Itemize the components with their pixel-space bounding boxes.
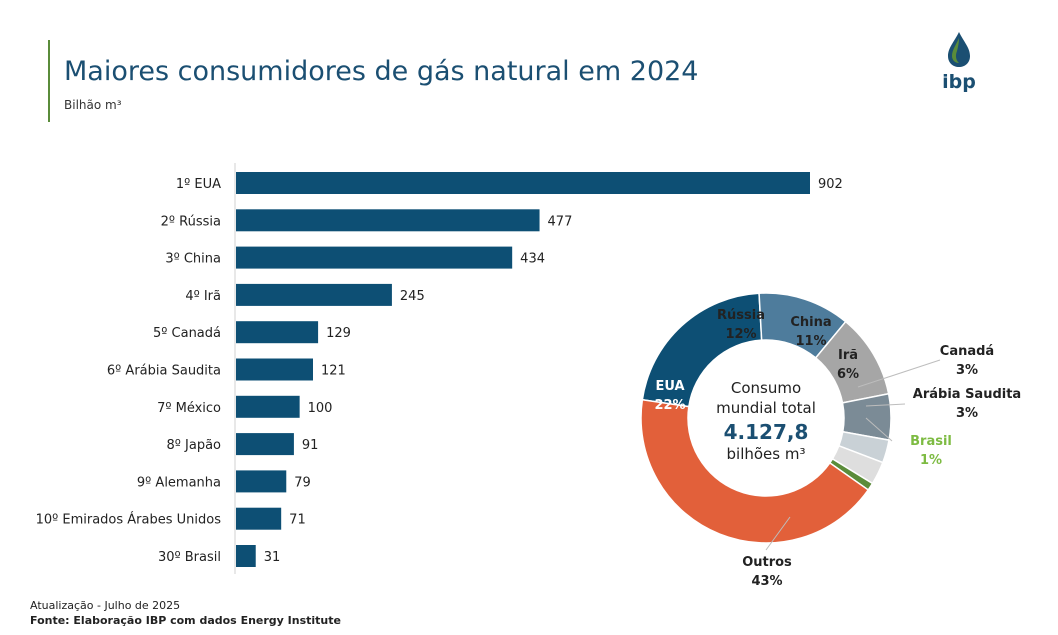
bar-value-label: 434 (520, 252, 545, 267)
donut-slice-name: Irã (838, 348, 858, 363)
bar-value-label: 79 (294, 475, 311, 490)
donut-slice-pct: 1% (920, 453, 942, 468)
bar-8 (236, 470, 287, 493)
bar-category-label: 3º China (165, 252, 221, 267)
leader-line-arabia (865, 403, 906, 407)
donut-slice-name: EUA (655, 379, 684, 394)
donut-slice-pct: 11% (795, 334, 826, 349)
bar-category-label: 9º Alemanha (137, 475, 221, 490)
bar-7 (236, 433, 294, 456)
footer-update: Atualização - Julho de 2025 (30, 599, 181, 612)
bar-category-label: 2º Rússia (161, 214, 221, 229)
donut-slice-name: Arábia Saudita (913, 387, 1021, 402)
bar-category-label: 10º Emirados Árabes Unidos (36, 512, 222, 528)
bar-value-label: 31 (264, 550, 281, 565)
donut-chart: EUA 22% Rússia 12% China 11% Irã 6% Canadá 3% Aráb… (640, 292, 1021, 589)
bar-2 (236, 246, 513, 269)
bar-3 (236, 283, 392, 306)
leader-line-brasil (865, 417, 893, 442)
donut-slice-pct: 43% (751, 574, 782, 589)
drop-highlight-icon (952, 38, 959, 63)
donut-slice-pct: 3% (956, 363, 978, 378)
bar-value-label: 902 (818, 177, 843, 192)
page-title: Maiores consumidores de gás natural em 2… (64, 56, 699, 87)
bar-category-label: 1º EUA (176, 177, 221, 192)
bar-value-label: 121 (321, 364, 346, 379)
unit-subtitle: Bilhão m³ (64, 98, 122, 112)
donut-center-line2: mundial total (716, 399, 816, 417)
donut-slice-pct: 12% (725, 327, 756, 342)
bar-9 (236, 507, 282, 530)
donut-slice-name: Brasil (910, 434, 952, 449)
donut-slice-pct: 22% (654, 398, 685, 413)
bar-0 (236, 172, 810, 194)
bar-value-label: 71 (289, 513, 306, 528)
bar-value-label: 477 (548, 214, 573, 229)
bar-value-label: 91 (302, 438, 319, 453)
bar-5 (236, 358, 313, 381)
bar-category-label: 5º Canadá (153, 326, 221, 341)
ibp-logo: ibp (942, 32, 976, 93)
footer-source: Fonte: Elaboração IBP com dados Energy I… (30, 614, 341, 627)
bar-category-label: 4º Irã (185, 289, 221, 304)
logo-text: ibp (942, 71, 976, 93)
bar-value-label: 100 (308, 401, 333, 416)
donut-center-line1: Consumo (731, 379, 801, 397)
bar-category-label: 8º Japão (166, 438, 221, 453)
donut-slice-name: China (790, 315, 831, 330)
bar-1 (236, 209, 540, 232)
leader-line-canada (857, 359, 941, 388)
bar-category-label: 30º Brasil (158, 550, 221, 565)
bar-chart: 1º EUA 902 2º Rússia 477 3º China 434 4º Irã 24… (36, 172, 843, 567)
title-accent-line (48, 40, 50, 122)
donut-center-value: 4.127,8 (724, 420, 809, 444)
bar-category-label: 6º Arábia Saudita (107, 364, 221, 379)
leader-line-outros (765, 516, 791, 551)
donut-slice-pct: 3% (956, 406, 978, 421)
bar-10 (236, 545, 256, 567)
bar-4 (236, 321, 319, 344)
donut-center-unit: bilhões m³ (727, 445, 806, 463)
donut-slice-name: Outros (742, 555, 792, 570)
bar-6 (236, 395, 300, 418)
bar-value-label: 245 (400, 289, 425, 304)
donut-slice-pct: 6% (837, 367, 859, 382)
donut-slice-name: Canadá (940, 344, 994, 359)
bar-category-label: 7º México (157, 401, 221, 416)
donut-slice-7 (640, 398, 870, 544)
bar-value-label: 129 (326, 326, 351, 341)
donut-slice-name: Rússia (717, 308, 765, 323)
